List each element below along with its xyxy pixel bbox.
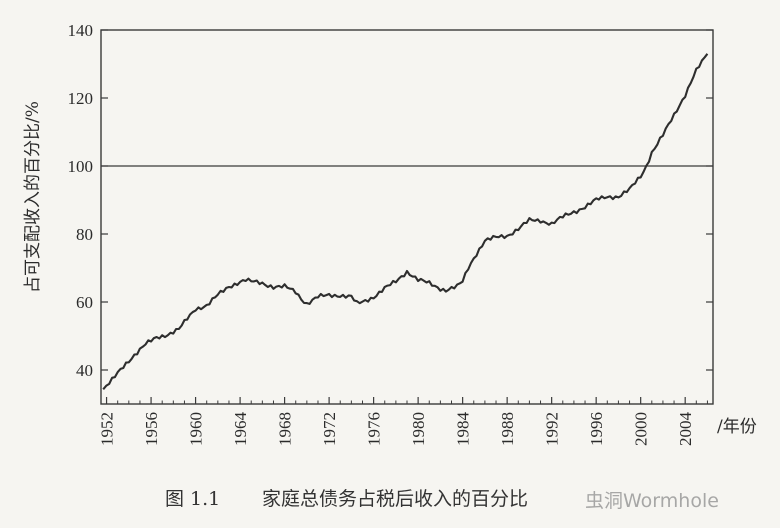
caption-title: 家庭总债务占税后收入的百分比 bbox=[262, 488, 528, 510]
x-tick-label: 1960 bbox=[187, 412, 206, 446]
y-axis-label: 占可支配收入的百分比/% bbox=[23, 101, 43, 293]
y-tick-label: 40 bbox=[76, 361, 93, 380]
y-tick-label: 80 bbox=[76, 225, 93, 244]
caption-figure-label: 图 1.1 bbox=[165, 488, 220, 510]
x-axis-label: /年份 bbox=[717, 417, 757, 437]
x-tick-label: 2000 bbox=[632, 412, 651, 446]
x-tick-label: 1976 bbox=[365, 412, 384, 446]
x-tick-label: 1996 bbox=[587, 412, 606, 446]
y-tick-label: 140 bbox=[68, 21, 94, 40]
x-tick-label: 1992 bbox=[543, 412, 562, 446]
y-tick-label: 100 bbox=[68, 157, 94, 176]
x-tick-label: 2004 bbox=[676, 412, 695, 447]
x-tick-label: 1988 bbox=[498, 412, 517, 446]
x-tick-label: 1956 bbox=[142, 412, 161, 446]
x-tick-label: 1968 bbox=[276, 412, 295, 446]
watermark-text: 虫洞Wormhole bbox=[585, 490, 719, 512]
x-tick-label: 1984 bbox=[454, 412, 473, 447]
x-tick-label: 1952 bbox=[98, 412, 117, 446]
y-tick-label: 60 bbox=[76, 293, 93, 312]
x-tick-label: 1980 bbox=[409, 412, 428, 446]
series-line-debt-ratio bbox=[102, 53, 709, 390]
x-tick-label: 1964 bbox=[231, 412, 250, 447]
x-tick-label: 1972 bbox=[320, 412, 339, 446]
plot-frame bbox=[100, 29, 714, 405]
y-tick-label: 120 bbox=[68, 89, 94, 108]
